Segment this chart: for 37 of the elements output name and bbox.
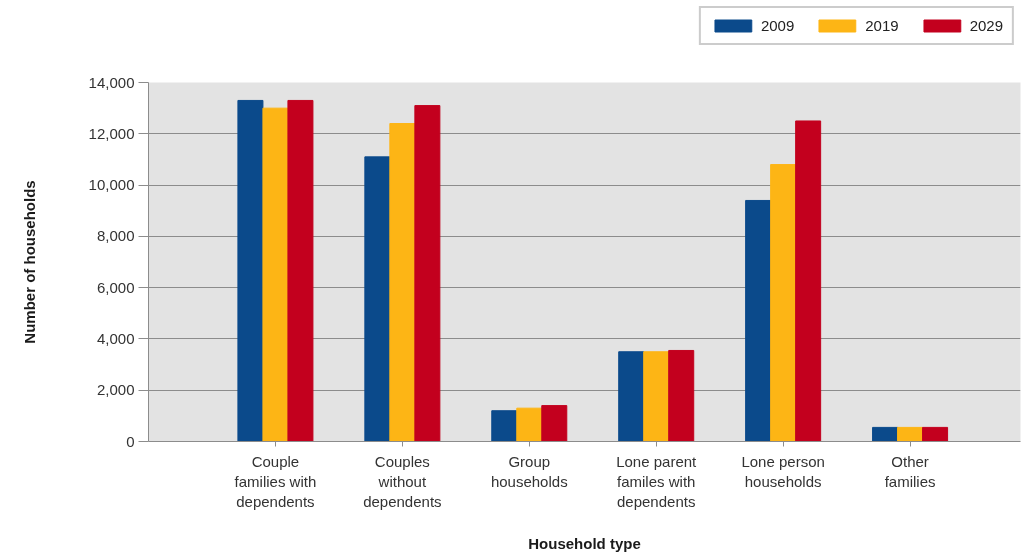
bar xyxy=(618,351,645,442)
y-tick-label: 4,000 xyxy=(96,329,135,347)
bar xyxy=(389,123,416,442)
y-tick-label: 2,000 xyxy=(96,381,135,399)
bar xyxy=(364,156,391,442)
x-tick-label: Group households xyxy=(490,452,568,490)
x-tick-label: Other families xyxy=(884,452,936,490)
bar xyxy=(491,410,518,442)
bar xyxy=(643,351,670,442)
x-tick-label: Lone parent familes with dependents xyxy=(616,452,698,511)
bar xyxy=(770,164,797,442)
x-tick-label: Couple families with dependents xyxy=(234,452,317,511)
legend-label: 2019 xyxy=(865,17,899,34)
legend-label: 2009 xyxy=(760,17,795,34)
x-tick-label: Lone person households xyxy=(741,452,825,490)
bar xyxy=(516,407,543,442)
x-axis-title: Household type xyxy=(528,535,641,553)
y-tick-label: 14,000 xyxy=(88,73,135,91)
bar xyxy=(795,120,822,442)
y-tick-label: 10,000 xyxy=(88,176,135,194)
bar xyxy=(897,426,924,442)
bar xyxy=(745,199,772,442)
y-tick-label: 0 xyxy=(126,432,135,450)
y-tick-label: 12,000 xyxy=(88,124,135,142)
legend-label: 2029 xyxy=(969,17,1003,34)
y-axis-title: Number of households xyxy=(20,180,38,344)
bar xyxy=(668,349,695,442)
bar xyxy=(287,99,314,442)
y-tick-label: 6,000 xyxy=(96,278,135,296)
x-tick-label: Couples without dependents xyxy=(363,452,442,511)
bar xyxy=(922,426,949,442)
bar xyxy=(262,107,289,442)
bar xyxy=(237,99,264,442)
bar xyxy=(872,426,899,442)
y-tick-label: 8,000 xyxy=(96,227,135,245)
bar xyxy=(541,405,568,442)
bar xyxy=(414,105,441,442)
